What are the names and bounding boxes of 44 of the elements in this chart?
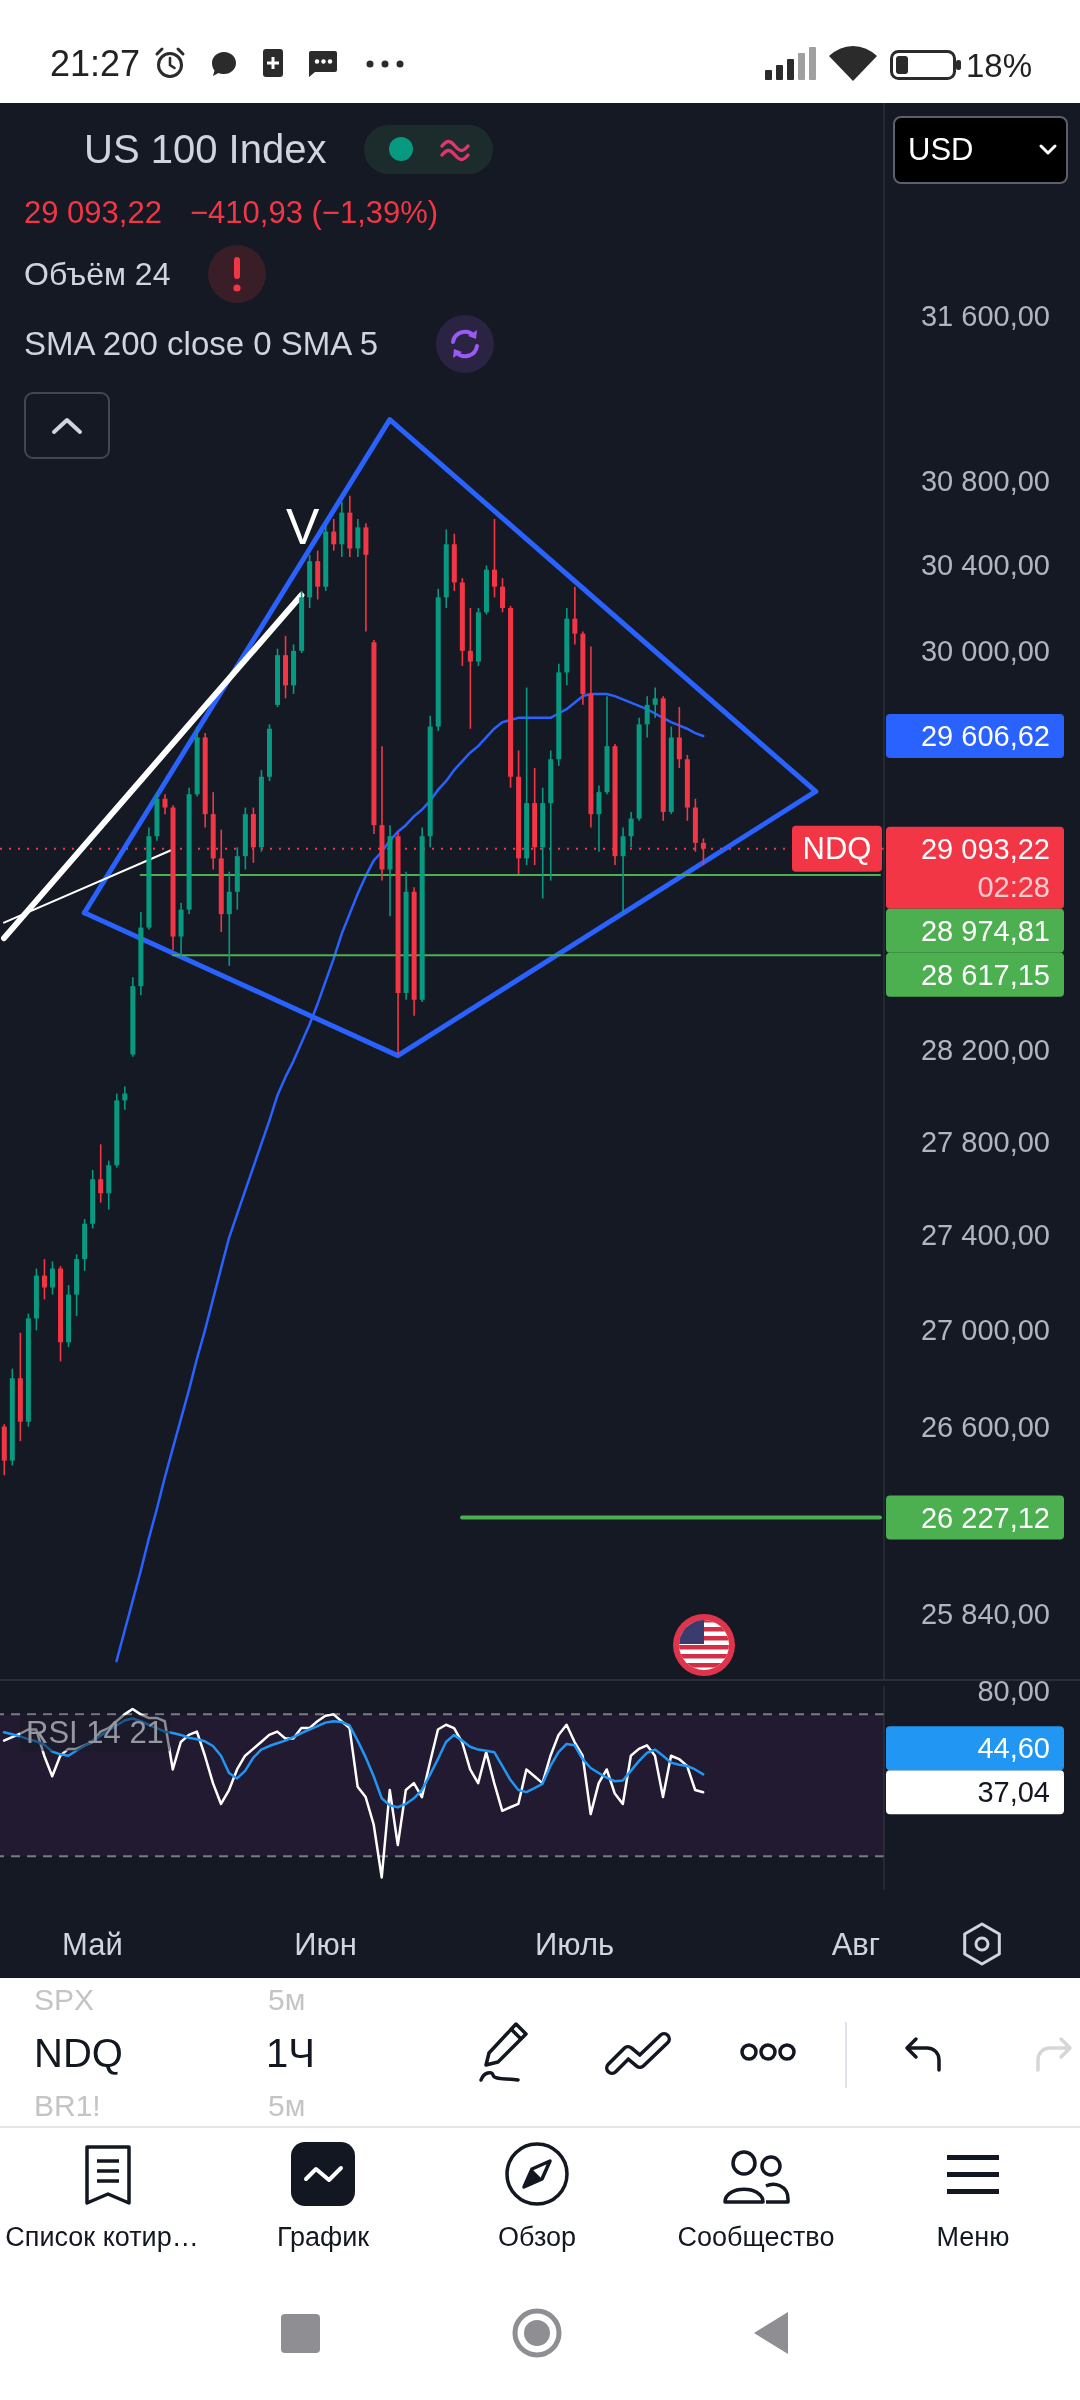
text: SPX [34,1982,95,2018]
x-tick-label: Авг [831,1926,881,1962]
text: Список котир… [5,2222,199,2254]
annotation: Объём 24 [24,255,171,293]
text: 21:27 [50,43,141,85]
y-tick-label: 27 400,00 [920,1219,1050,1252]
y-tick-label: 30 000,00 [920,634,1050,667]
text: 1Ч [266,2030,315,2076]
x-tick-label: Июль [535,1926,615,1962]
text: USD [908,132,974,168]
annotation: 29 093,22 [24,195,162,231]
y-tick-label: 31 600,00 [920,299,1050,332]
text: 5м [268,1982,306,2018]
text: 44,60 [977,1732,1050,1765]
text: NDQ [34,2030,123,2076]
data-label: 28 974,81 [920,914,1050,947]
text: BR1! [34,2088,101,2124]
text: 29 606,62 [920,719,1050,752]
y-tick-label: 27 800,00 [920,1126,1050,1159]
data-label: 28 617,15 [920,958,1050,991]
text: US 100 Index [84,126,327,172]
y-tick-label: 80,00 [977,1674,1050,1707]
ref-line-label: NDQ [802,831,872,867]
text: Меню [936,2222,1010,2254]
x-tick-label: Май [62,1926,123,1962]
text: 18% [966,47,1033,85]
y-tick-label: 26 600,00 [920,1410,1050,1443]
text: 02:28 [977,870,1050,903]
text: Сообщество [677,2222,835,2254]
y-tick-label: 28 200,00 [920,1033,1050,1066]
y-tick-label: 25 840,00 [920,1597,1050,1630]
data-label: 26 227,12 [920,1501,1050,1534]
annotation: SMA 200 close 0 SMA 5 [24,325,379,363]
text: Обзор [498,2222,576,2254]
y-tick-label: 30 400,00 [920,549,1050,582]
y-tick-label: 37,04 [977,1776,1050,1809]
annotation: V [286,499,320,557]
y-tick-label: 27 000,00 [920,1314,1050,1347]
text: 29 093,22 [920,832,1050,865]
annotation: −410,93 (−1,39%) [190,195,439,231]
x-tick-label: Июн [294,1926,357,1962]
y-tick-label: 30 800,00 [920,465,1050,498]
text: 5м [268,2088,306,2124]
text: График [276,2222,370,2254]
